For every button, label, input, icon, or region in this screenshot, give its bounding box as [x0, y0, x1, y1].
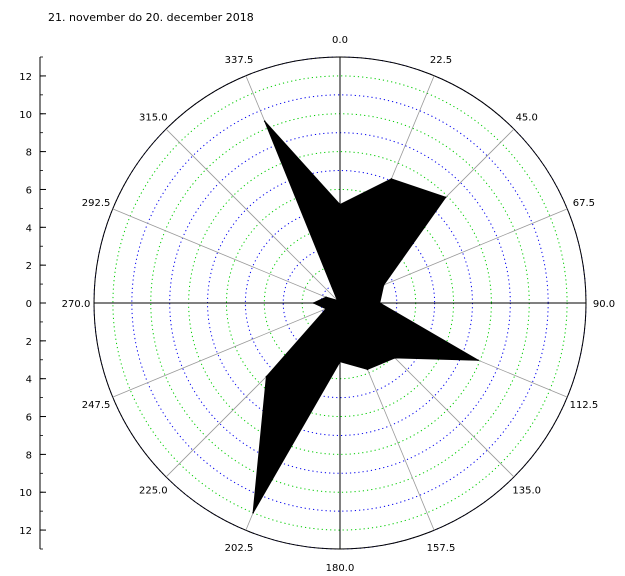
data-point	[339, 203, 341, 206]
angle-label: 90.0	[593, 299, 615, 310]
angle-label: 67.5	[573, 198, 595, 209]
data-point	[263, 120, 266, 122]
data-point	[252, 512, 254, 514]
angle-label: 337.5	[225, 55, 254, 66]
grid-spoke	[112, 302, 341, 398]
angle-label: 0.0	[332, 35, 348, 46]
data-point	[325, 296, 327, 299]
grid-spoke	[112, 208, 341, 304]
radial-tick-label: 8	[26, 450, 32, 461]
chart-title: 21. november do 20. december 2018	[48, 11, 254, 24]
angle-label: 270.0	[62, 299, 91, 310]
radial-tick-label: 10	[19, 110, 32, 121]
radial-tick-label: 6	[26, 186, 32, 197]
angle-label: 202.5	[225, 543, 254, 554]
data-point	[325, 308, 327, 310]
radial-tick-label: 4	[26, 375, 32, 386]
data-point	[394, 357, 396, 359]
radial-axis: 12 10 8 6 4 2 0 2 4 6 8 10 12	[19, 56, 46, 550]
angle-label: 22.5	[430, 55, 452, 66]
radial-tick-label: 12	[19, 72, 32, 83]
grid-spoke	[165, 128, 341, 304]
angle-label: 112.5	[570, 400, 599, 411]
data-layer	[252, 120, 479, 514]
angle-label: 247.5	[82, 400, 111, 411]
angle-label: 225.0	[139, 486, 168, 497]
angle-label: 180.0	[326, 563, 355, 574]
angle-label: 315.0	[139, 112, 168, 123]
angle-labels: 0.0 22.5 45.0 67.5 90.0 112.5 135.0 157.5 180.0 2…	[62, 35, 615, 574]
angle-label: 135.0	[512, 486, 541, 497]
radial-tick-label: 2	[26, 261, 32, 272]
data-point	[265, 375, 268, 378]
radial-tick-label: 2	[26, 337, 32, 348]
radial-tick-label: 10	[19, 488, 32, 499]
radial-tick-label: 4	[26, 223, 32, 234]
data-point	[382, 284, 385, 286]
data-polygon	[252, 120, 479, 514]
data-point	[312, 302, 315, 304]
data-point	[477, 359, 479, 362]
angle-label: 157.5	[427, 543, 456, 554]
radial-tick-label: 0	[26, 299, 32, 310]
data-point	[390, 178, 393, 180]
data-point	[366, 368, 369, 371]
data-point	[444, 196, 447, 199]
radial-tick-label: 8	[26, 148, 32, 159]
radial-tick-label: 12	[19, 526, 32, 537]
data-point	[336, 299, 339, 302]
data-point	[339, 360, 341, 363]
angle-label: 292.5	[82, 198, 111, 209]
radial-tick-label: 6	[26, 413, 32, 424]
angle-label: 45.0	[516, 112, 538, 123]
data-point	[378, 302, 381, 304]
